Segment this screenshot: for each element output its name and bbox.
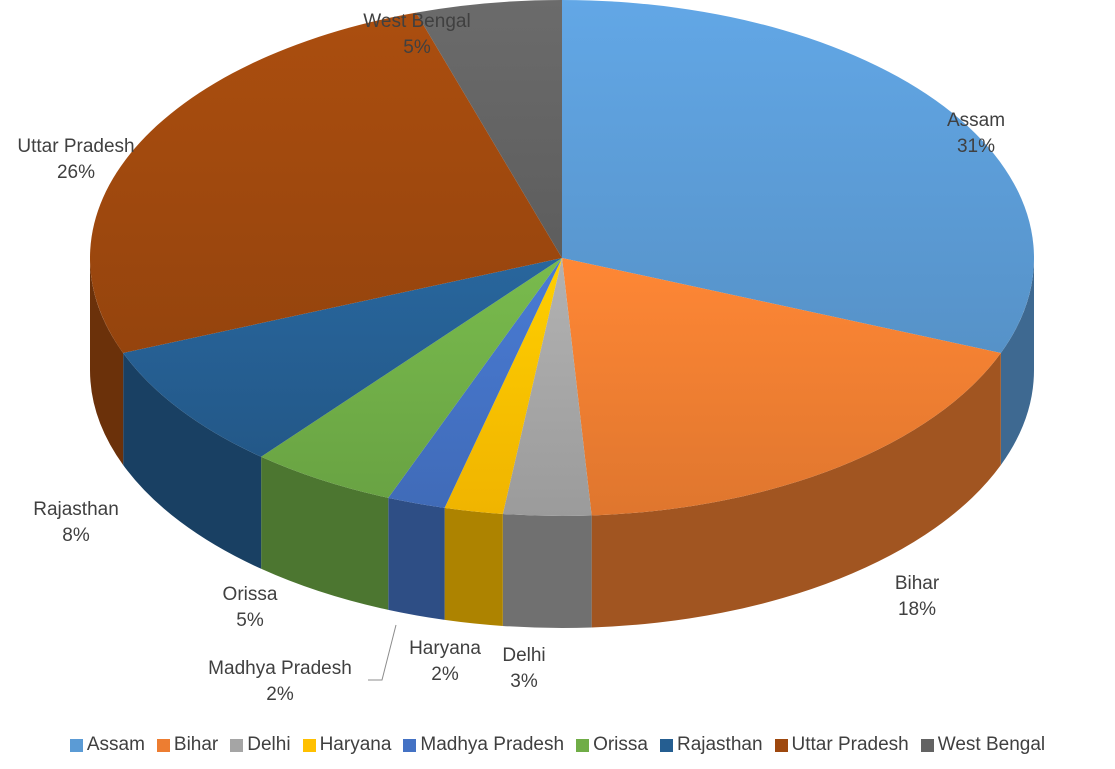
legend-item-west-bengal: West Bengal bbox=[920, 734, 1046, 756]
legend-label-bihar: Bihar bbox=[173, 734, 219, 755]
pie-slice-side-7 bbox=[90, 258, 124, 465]
legend-swatch-delhi bbox=[230, 738, 244, 752]
label-madhya-pradesh-name: Madhya Pradesh bbox=[208, 658, 352, 679]
chart-legend: Assam Bihar Delhi Haryana Madhya Pradesh Oris… bbox=[0, 734, 1115, 756]
pie-slice-west-bengal bbox=[416, 0, 562, 258]
leader-line-madhya-pradesh bbox=[368, 624, 397, 681]
pie-slice-side-0 bbox=[1000, 258, 1034, 465]
pie-slice-side-1 bbox=[591, 352, 1001, 628]
pie-slice-side-5 bbox=[261, 456, 389, 610]
label-assam-name: Assam bbox=[947, 110, 1005, 131]
label-rajasthan-name: Rajasthan bbox=[33, 499, 119, 520]
label-delhi-value: 3% bbox=[510, 671, 538, 692]
label-orissa-value: 5% bbox=[236, 610, 264, 631]
label-delhi-name: Delhi bbox=[502, 645, 545, 666]
label-assam-value: 31% bbox=[957, 136, 995, 157]
label-orissa-name: Orissa bbox=[223, 584, 278, 605]
legend-item-uttar-pradesh: Uttar Pradesh bbox=[774, 734, 909, 756]
label-rajasthan-value: 8% bbox=[62, 525, 90, 546]
pie-side-walls bbox=[90, 258, 1034, 628]
label-haryana-name: Haryana bbox=[409, 638, 481, 659]
label-bihar-name: Bihar bbox=[895, 573, 940, 594]
pie-slice-side-2 bbox=[502, 513, 592, 628]
legend-label-rajasthan: Rajasthan bbox=[676, 734, 763, 755]
pie-slice-uttar-pradesh bbox=[89, 12, 562, 353]
label-uttar-pradesh-value: 26% bbox=[57, 162, 95, 183]
pie-slice-assam bbox=[562, 0, 1034, 353]
legend-swatch-madhya-pradesh bbox=[403, 738, 417, 752]
pie-slice-rajasthan bbox=[123, 258, 562, 457]
legend-item-rajasthan: Rajasthan bbox=[659, 734, 763, 756]
pie-slice-side-4 bbox=[388, 497, 445, 620]
pie-top-faces bbox=[89, 0, 1034, 516]
pie-slice-delhi bbox=[502, 258, 592, 516]
legend-item-orissa: Orissa bbox=[576, 734, 648, 756]
pie-slice-madhya-pradesh bbox=[388, 258, 562, 508]
legend-label-madhya-pradesh: Madhya Pradesh bbox=[420, 734, 565, 755]
legend-label-haryana: Haryana bbox=[319, 734, 392, 755]
legend-swatch-haryana bbox=[302, 738, 316, 752]
label-uttar-pradesh-name: Uttar Pradesh bbox=[17, 136, 134, 157]
legend-swatch-assam bbox=[69, 738, 83, 752]
label-haryana-value: 2% bbox=[431, 664, 459, 685]
legend-label-orissa: Orissa bbox=[593, 734, 648, 755]
legend-swatch-orissa bbox=[576, 738, 590, 752]
pie-slice-side-3 bbox=[444, 507, 503, 626]
pie-slice-haryana bbox=[444, 258, 562, 514]
legend-swatch-rajasthan bbox=[659, 738, 673, 752]
legend-label-west-bengal: West Bengal bbox=[937, 734, 1046, 755]
legend-item-assam: Assam bbox=[69, 734, 145, 756]
pie-data-labels: Assam 31% Bihar 18% Delhi 3% Haryana 2% Madhya P… bbox=[17, 11, 1005, 705]
legend-label-delhi: Delhi bbox=[247, 734, 291, 755]
label-west-bengal-value: 5% bbox=[403, 37, 431, 58]
legend-swatch-uttar-pradesh bbox=[774, 738, 788, 752]
pie-slice-orissa bbox=[261, 258, 562, 498]
legend-item-delhi: Delhi bbox=[230, 734, 291, 756]
legend-label-uttar-pradesh: Uttar Pradesh bbox=[791, 734, 909, 755]
legend-swatch-bihar bbox=[156, 738, 170, 752]
pie-slice-bihar bbox=[562, 258, 1001, 516]
label-madhya-pradesh-value: 2% bbox=[266, 684, 294, 705]
legend-label-assam: Assam bbox=[86, 734, 145, 755]
pie-slice-side-6 bbox=[123, 352, 262, 569]
label-west-bengal-name: West Bengal bbox=[363, 11, 470, 32]
legend-swatch-west-bengal bbox=[920, 738, 934, 752]
legend-item-haryana: Haryana bbox=[302, 734, 392, 756]
label-bihar-value: 18% bbox=[898, 599, 936, 620]
legend-item-madhya-pradesh: Madhya Pradesh bbox=[403, 734, 564, 756]
legend-item-bihar: Bihar bbox=[156, 734, 219, 756]
